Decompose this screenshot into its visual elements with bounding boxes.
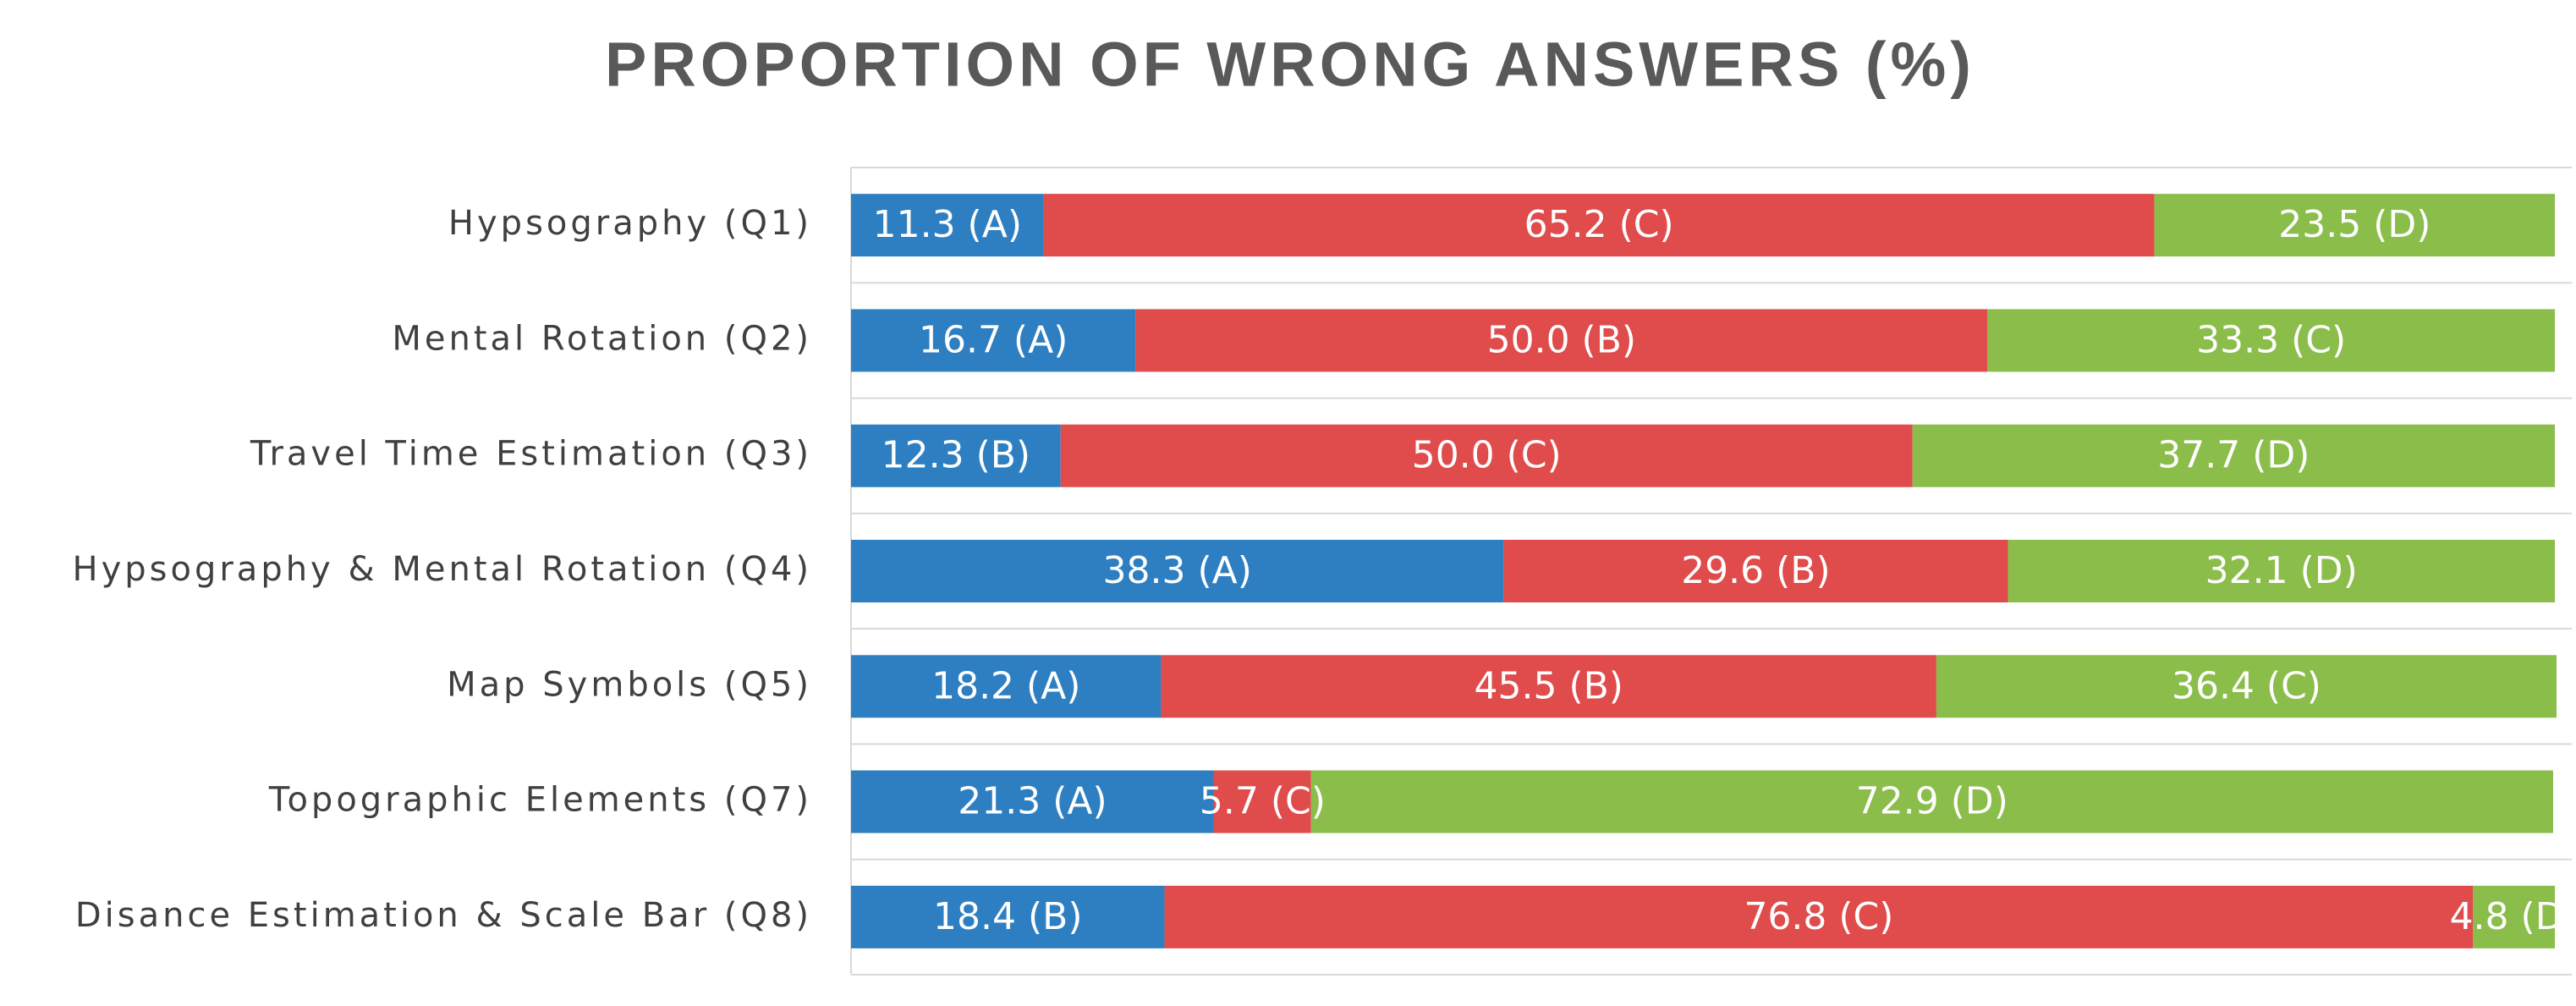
value-label: 11.3 (A) <box>873 203 1022 246</box>
value-label: 21.3 (A) <box>958 780 1107 823</box>
value-label: 36.4 (C) <box>2172 664 2321 707</box>
bar-segment <box>1060 424 1913 487</box>
value-label: 18.2 (A) <box>931 664 1080 707</box>
bar-segment <box>851 309 1136 372</box>
bar-segment <box>1912 424 2555 487</box>
value-label: 45.5 (B) <box>1474 664 1623 707</box>
bar-segment <box>1043 194 2155 257</box>
bar-segment <box>1310 770 2553 833</box>
bar-segment <box>851 424 1061 487</box>
value-label: 18.4 (B) <box>933 895 1082 938</box>
bar-segment <box>2154 194 2555 257</box>
value-label: 12.3 (B) <box>882 434 1030 477</box>
bar-segment <box>1161 655 1936 718</box>
value-label: 50.0 (B) <box>1487 318 1636 361</box>
value-label: 4.8 (D) <box>2450 895 2576 938</box>
bar-segment <box>1164 885 2474 948</box>
bar-segment <box>2008 540 2555 602</box>
y-tick-label: Map Symbols (Q5) <box>447 665 812 704</box>
y-tick-label: Hypsography & Mental Rotation (Q4) <box>73 550 812 589</box>
bar-segment <box>1936 655 2557 718</box>
value-label: 5.7 (C) <box>1200 780 1326 823</box>
value-label: 76.8 (C) <box>1744 895 1893 938</box>
value-label: 16.7 (A) <box>919 318 1068 361</box>
bar-segment <box>1503 540 2008 602</box>
bar-segment <box>851 540 1504 602</box>
y-tick-label: Travel Time Estimation (Q3) <box>250 435 812 474</box>
bar-segment <box>1213 770 1311 833</box>
bar-segment <box>851 885 1165 948</box>
y-tick-label: Hypsography (Q1) <box>448 204 812 243</box>
bar-segment <box>2473 885 2555 948</box>
bar-segment <box>851 770 1214 833</box>
value-label: 50.0 (C) <box>1412 434 1562 477</box>
value-label: 38.3 (A) <box>1102 549 1251 592</box>
value-label: 33.3 (C) <box>2196 318 2346 361</box>
y-tick-label: Disance Estimation & Scale Bar (Q8) <box>75 896 812 935</box>
chart-title: PROPORTION OF WRONG ANSWERS (%) <box>605 30 1975 100</box>
value-label: 65.2 (C) <box>1524 203 1674 246</box>
bar-segment <box>1987 309 2555 372</box>
y-tick-label: Topographic Elements (Q7) <box>268 781 812 820</box>
bar-segment <box>851 194 1044 257</box>
value-label: 23.5 (D) <box>2278 203 2430 246</box>
bar-segment <box>1135 309 1988 372</box>
value-label: 37.7 (D) <box>2157 434 2310 477</box>
value-label: 32.1 (D) <box>2205 549 2358 592</box>
value-label: 72.9 (D) <box>1856 780 2008 823</box>
y-tick-label: Mental Rotation (Q2) <box>392 319 812 358</box>
value-label: 29.6 (B) <box>1681 549 1830 592</box>
bar-segment <box>851 655 1162 718</box>
